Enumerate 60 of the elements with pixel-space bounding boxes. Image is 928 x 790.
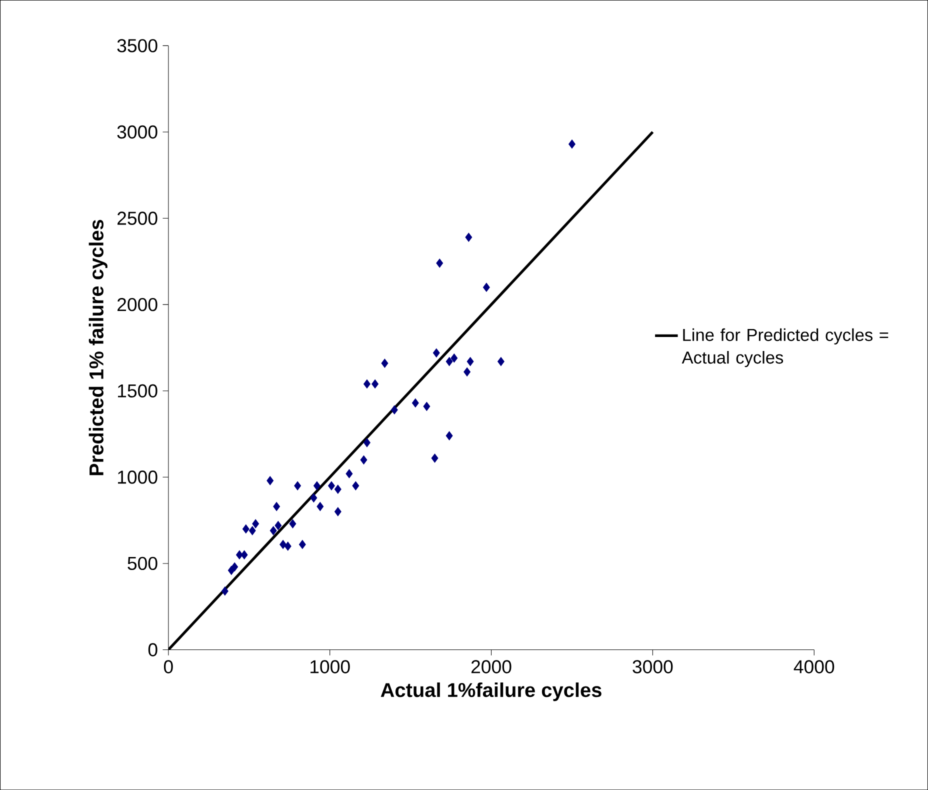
point — [273, 502, 280, 511]
y-tick-label: 1500 — [118, 384, 158, 398]
point — [436, 258, 444, 268]
x-tick-label: 0 — [164, 660, 173, 674]
y-tick-label: 3000 — [117, 125, 158, 139]
point — [266, 476, 274, 486]
point — [274, 520, 282, 530]
y-axis-title: Predicted 1% failure cycles — [88, 220, 108, 476]
y-tick-label: 500 — [128, 556, 158, 570]
point — [446, 431, 453, 440]
point — [316, 502, 324, 511]
point — [310, 493, 318, 502]
point — [482, 282, 490, 292]
point — [446, 356, 453, 366]
point — [466, 356, 474, 366]
point — [432, 348, 440, 358]
y-tick-label: 3500 — [117, 39, 158, 52]
point — [423, 402, 430, 411]
y-tick-label: 2000 — [118, 298, 158, 312]
y-tick-label: 2500 — [118, 212, 158, 225]
point — [236, 550, 243, 560]
point — [346, 469, 353, 478]
point — [270, 526, 277, 536]
point — [313, 481, 320, 490]
point — [231, 562, 238, 572]
point — [242, 524, 250, 534]
y-tick-label: 1000 — [118, 470, 158, 484]
point — [364, 379, 370, 388]
point — [364, 438, 370, 448]
x-tick-label: 4000 — [794, 660, 834, 674]
point — [372, 379, 379, 388]
point — [328, 481, 335, 490]
point — [240, 550, 248, 560]
point — [498, 356, 504, 366]
point — [381, 358, 388, 368]
point — [284, 542, 292, 551]
point — [252, 519, 260, 528]
point — [294, 481, 302, 490]
point — [289, 519, 296, 528]
point — [298, 540, 306, 549]
point — [334, 484, 342, 494]
point — [412, 398, 419, 408]
x-tick-label: 2000 — [471, 660, 512, 674]
point — [360, 455, 368, 464]
point — [431, 454, 438, 463]
point — [334, 507, 342, 516]
legend-label: Line for Predicted cycles = Actual cycles — [682, 328, 888, 368]
x-axis-title: Actual 1%failure cycles — [380, 682, 602, 702]
point — [248, 526, 256, 536]
x-tick-label: 3000 — [632, 660, 673, 674]
point — [568, 139, 576, 149]
point — [464, 367, 471, 376]
point — [450, 353, 458, 363]
x-tick-label: 1000 — [310, 660, 350, 674]
point — [221, 586, 228, 596]
point — [390, 405, 398, 414]
point — [352, 481, 360, 490]
y-tick-label: 0 — [148, 643, 158, 656]
point — [465, 232, 472, 242]
point — [280, 540, 286, 549]
